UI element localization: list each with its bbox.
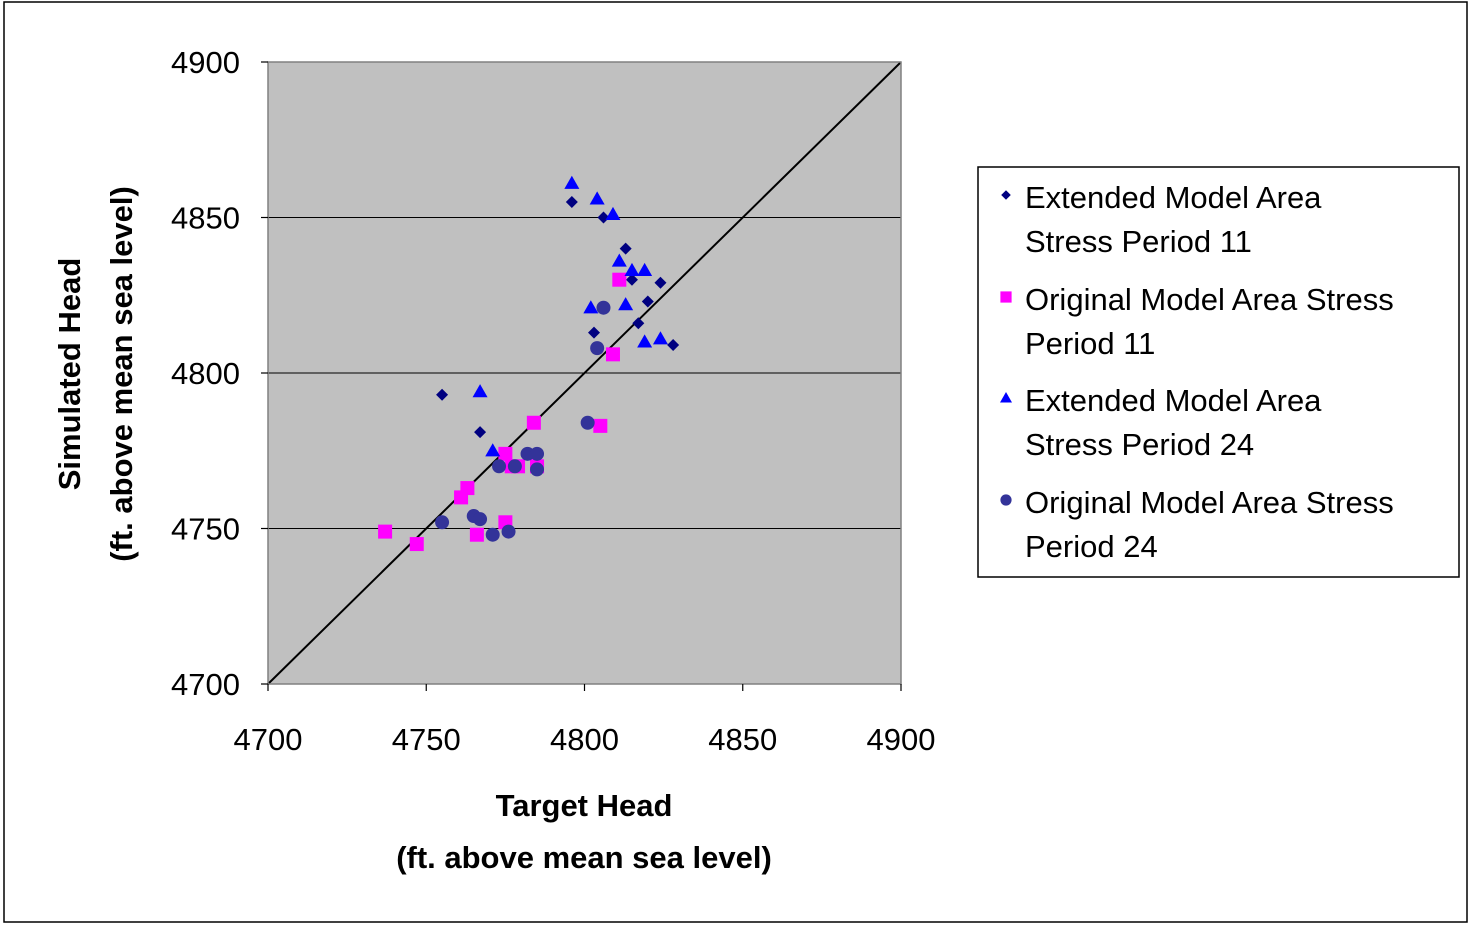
x-tick-label-1: 4750 xyxy=(392,722,461,757)
point-s0-1 xyxy=(474,426,487,439)
point-s1-9 xyxy=(526,415,541,430)
point-s2-5 xyxy=(611,253,627,267)
point-s0-0 xyxy=(436,388,449,401)
point-s3-5 xyxy=(501,524,516,539)
legend-label-1-line2: Period 11 xyxy=(1025,326,1155,361)
point-s0-5 xyxy=(625,273,638,286)
legend-label-3-line2: Period 24 xyxy=(1025,529,1158,564)
point-s2-10 xyxy=(637,334,653,348)
y-tick-label-0: 4700 xyxy=(171,667,240,702)
point-s2-6 xyxy=(618,297,634,311)
one-to-one-line xyxy=(267,61,902,685)
point-s3-3 xyxy=(485,527,500,542)
point-s3-9 xyxy=(530,462,545,477)
legend-label-2-line1: Extended Model Area xyxy=(1025,383,1322,418)
legend-box xyxy=(977,166,1460,578)
point-s1-12 xyxy=(605,347,620,362)
y-tick-label-4: 4900 xyxy=(171,45,240,80)
x-tick-label-4: 4900 xyxy=(867,722,936,757)
legend-label-0-line2: Stress Period 11 xyxy=(1025,224,1252,259)
y-axis-label-line1: Simulated Head xyxy=(52,258,87,491)
x-tick-label-0: 4700 xyxy=(234,722,303,757)
point-s1-4 xyxy=(469,527,484,542)
y-tick-label-3: 4850 xyxy=(171,201,240,236)
legend-marker-1 xyxy=(1000,291,1012,303)
y-tick-label-1: 4750 xyxy=(171,512,240,547)
point-s1-6 xyxy=(498,446,513,461)
point-s0-6 xyxy=(641,295,654,308)
x-axis-label-line2: (ft. above mean sea level) xyxy=(396,840,772,875)
legend-label-0-line1: Extended Model Area xyxy=(1025,180,1322,215)
point-s3-12 xyxy=(596,300,611,315)
data-points xyxy=(378,175,680,552)
point-s0-10 xyxy=(667,339,680,352)
point-s2-4 xyxy=(605,206,621,221)
x-axis-ticks: 4700 4750 4800 4850 4900 xyxy=(234,684,936,757)
point-s3-11 xyxy=(590,341,605,356)
point-s0-3 xyxy=(597,211,610,224)
point-s3-10 xyxy=(580,415,595,430)
point-s1-1 xyxy=(409,537,424,552)
point-s1-13 xyxy=(612,272,627,287)
legend-label-3-line1: Original Model Area Stress xyxy=(1025,485,1394,520)
point-s1-0 xyxy=(378,524,393,539)
point-s0-9 xyxy=(632,317,645,330)
point-s2-3 xyxy=(589,191,605,205)
point-s0-8 xyxy=(587,326,600,339)
point-s1-11 xyxy=(593,418,608,433)
x-tick-label-2: 4800 xyxy=(550,722,619,757)
point-s3-0 xyxy=(435,515,450,530)
point-s2-9 xyxy=(583,300,599,314)
point-s0-2 xyxy=(565,195,578,208)
point-s0-4 xyxy=(619,242,632,255)
legend-label-1-line1: Original Model Area Stress xyxy=(1025,282,1394,317)
y-axis-label-line2: (ft. above mean sea level) xyxy=(104,186,139,562)
point-s3-6 xyxy=(507,459,522,474)
point-s2-11 xyxy=(652,331,668,345)
point-s1-3 xyxy=(460,481,475,496)
point-s3-4 xyxy=(492,459,507,474)
legend-marker-2 xyxy=(1000,392,1012,403)
point-s2-0 xyxy=(472,384,488,398)
y-axis-ticks: 4700 4750 4800 4850 4900 xyxy=(171,45,268,702)
legend: Extended Model Area Stress Period 11 Origi… xyxy=(977,166,1460,578)
x-tick-label-3: 4850 xyxy=(708,722,777,757)
point-s2-1 xyxy=(485,443,501,457)
legend-label-2-line2: Stress Period 24 xyxy=(1025,427,1254,462)
legend-marker-0 xyxy=(1001,190,1011,200)
x-axis-label-line1: Target Head xyxy=(496,788,673,823)
point-s2-7 xyxy=(624,262,640,276)
point-s2-8 xyxy=(637,262,653,276)
legend-marker-3 xyxy=(1000,494,1012,506)
point-s2-2 xyxy=(564,175,580,189)
point-s0-7 xyxy=(654,276,667,289)
point-s3-2 xyxy=(473,512,488,527)
y-tick-label-2: 4800 xyxy=(171,356,240,391)
point-s3-8 xyxy=(530,446,545,461)
